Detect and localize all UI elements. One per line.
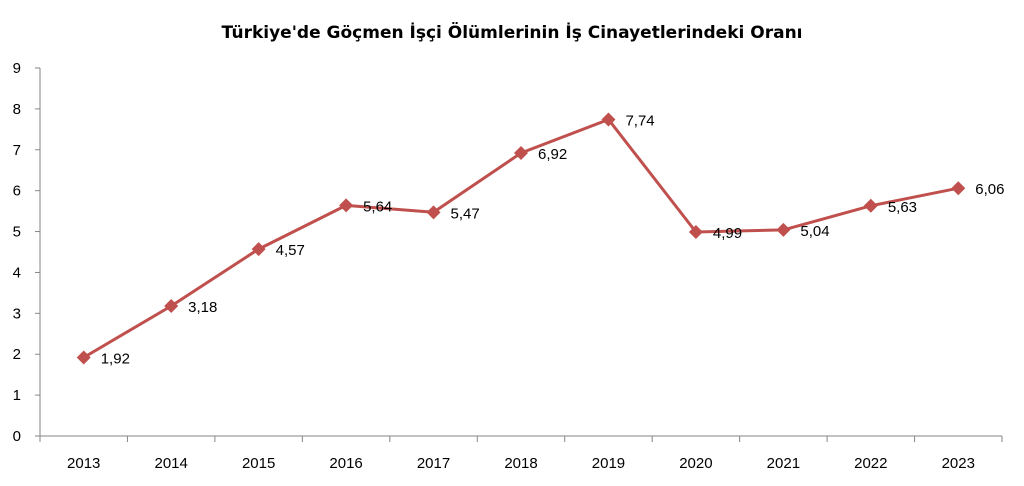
y-tick-label: 1 [13, 387, 21, 404]
y-axis-ticks: 0 1 2 3 4 5 6 7 8 9 [13, 60, 40, 445]
data-label: 5,63 [888, 199, 917, 216]
x-tick-label: 2018 [504, 455, 537, 472]
data-point-marker [951, 181, 966, 196]
axes [39, 68, 1002, 437]
x-tick-label: 2013 [67, 455, 100, 472]
x-tick-label: 2023 [942, 455, 975, 472]
x-tick-label: 2015 [242, 455, 275, 472]
data-label: 5,64 [363, 198, 392, 215]
y-tick-label: 8 [13, 101, 21, 118]
series-group: 1,92 3,18 4,57 5,64 5,47 6,92 7,74 4,99 5,04 5,63… [76, 112, 1004, 367]
y-tick-label: 3 [13, 305, 21, 322]
data-point-marker [339, 198, 354, 213]
data-label: 1,92 [101, 350, 130, 367]
data-point-marker [514, 146, 528, 161]
data-point-marker [251, 242, 266, 257]
data-point-marker [776, 222, 791, 237]
data-label: 6,92 [538, 146, 567, 163]
x-tick-label: 2022 [854, 455, 887, 472]
data-label: 5,47 [451, 205, 480, 222]
data-label: 5,04 [800, 223, 829, 240]
x-tick-label: 2014 [154, 455, 187, 472]
x-tick-label: 2017 [417, 455, 450, 472]
y-tick-label: 2 [13, 346, 21, 363]
data-label: 3,18 [188, 299, 217, 316]
y-tick-label: 0 [13, 428, 21, 445]
x-tick-label: 2021 [767, 455, 800, 472]
x-tick-label: 2020 [679, 455, 712, 472]
y-tick-label: 9 [13, 60, 21, 77]
data-point-marker [76, 350, 91, 365]
x-tick-label: 2016 [329, 455, 362, 472]
series-layer: 1,92 3,18 4,57 5,64 5,47 6,92 7,74 4,99 5,04 5,63… [76, 112, 1004, 367]
data-point-marker [863, 198, 878, 213]
data-point-marker [601, 112, 616, 127]
y-tick-label: 5 [13, 224, 21, 241]
data-label: 4,99 [713, 225, 742, 242]
data-point-marker [164, 298, 179, 313]
data-point-marker [688, 224, 703, 239]
y-tick-label: 4 [13, 264, 21, 281]
x-tick-label: 2019 [592, 455, 625, 472]
data-label: 6,06 [975, 181, 1004, 198]
x-axis-ticks: 2013 2014 2015 2016 2017 2018 2019 2020 2021 2022… [39, 436, 1003, 472]
y-tick-label: 6 [13, 183, 21, 200]
data-point-marker [426, 205, 441, 220]
data-label: 4,57 [276, 242, 305, 259]
data-label: 7,74 [625, 113, 654, 130]
y-tick-label: 7 [13, 142, 21, 159]
chart-title: Türkiye'de Göçmen İşçi Ölümlerinin İş Ci… [222, 21, 803, 43]
